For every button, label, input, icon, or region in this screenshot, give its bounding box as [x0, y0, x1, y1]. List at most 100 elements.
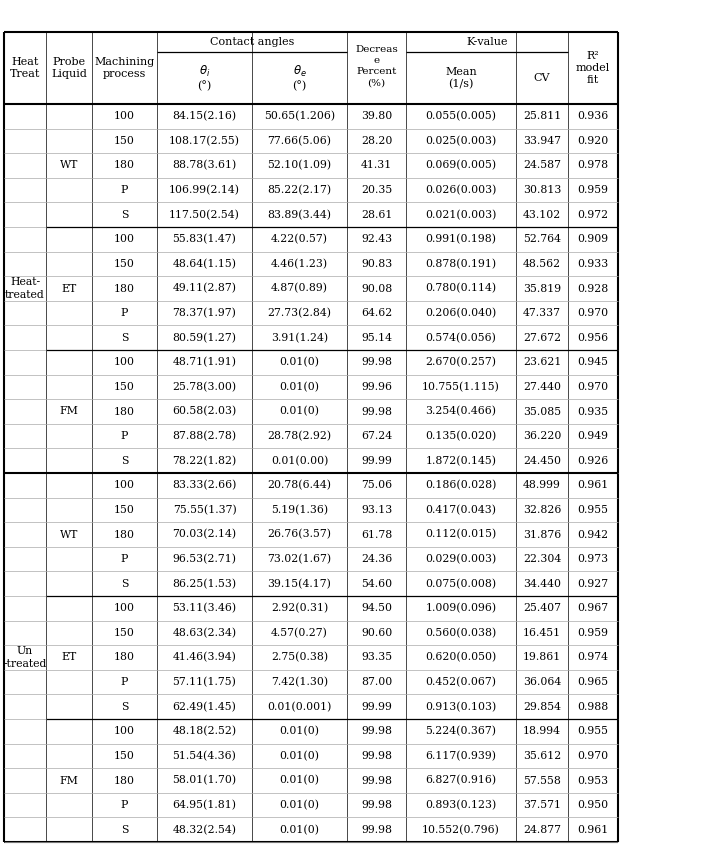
Text: 95.14: 95.14 — [361, 332, 392, 343]
Text: 34.440: 34.440 — [523, 579, 561, 589]
Text: 150: 150 — [114, 628, 135, 638]
Text: 35.819: 35.819 — [523, 284, 561, 293]
Text: 0.961: 0.961 — [577, 481, 608, 490]
Text: Heat-
treated: Heat- treated — [5, 277, 45, 300]
Text: P: P — [121, 431, 128, 441]
Text: S: S — [121, 210, 128, 220]
Text: 0.026(0.003): 0.026(0.003) — [426, 185, 497, 195]
Text: 100: 100 — [114, 603, 135, 613]
Text: 0.913(0.103): 0.913(0.103) — [426, 701, 497, 712]
Text: 100: 100 — [114, 234, 135, 245]
Text: 0.920: 0.920 — [577, 136, 608, 146]
Text: 0.970: 0.970 — [577, 382, 608, 392]
Text: 0.01(0): 0.01(0) — [279, 775, 320, 786]
Text: 25.78(3.00): 25.78(3.00) — [172, 382, 237, 392]
Text: 64.95(1.81): 64.95(1.81) — [173, 800, 236, 810]
Text: 0.988: 0.988 — [577, 702, 608, 711]
Text: 52.10(1.09): 52.10(1.09) — [267, 160, 332, 170]
Text: Mean
(1/s): Mean (1/s) — [445, 66, 477, 89]
Text: 0.942: 0.942 — [577, 529, 608, 539]
Text: 2.670(0.257): 2.670(0.257) — [426, 357, 497, 367]
Text: 99.98: 99.98 — [361, 825, 392, 835]
Text: 0.01(0): 0.01(0) — [279, 825, 320, 835]
Text: 83.89(3.44): 83.89(3.44) — [268, 210, 331, 220]
Text: 24.450: 24.450 — [523, 456, 561, 466]
Text: $\theta_e$: $\theta_e$ — [292, 63, 307, 78]
Text: 180: 180 — [114, 653, 135, 663]
Text: (°): (°) — [197, 81, 212, 91]
Text: FM: FM — [60, 775, 78, 786]
Text: 0.955: 0.955 — [577, 505, 608, 515]
Text: 48.999: 48.999 — [523, 481, 561, 490]
Text: 0.01(0): 0.01(0) — [279, 726, 320, 736]
Text: 100: 100 — [114, 481, 135, 490]
Text: 0.936: 0.936 — [577, 112, 608, 121]
Text: 1.872(0.145): 1.872(0.145) — [426, 456, 497, 466]
Text: 0.959: 0.959 — [577, 185, 608, 195]
Text: 150: 150 — [114, 505, 135, 515]
Text: 7.42(1.30): 7.42(1.30) — [271, 677, 328, 688]
Text: CV: CV — [534, 73, 550, 83]
Text: 0.029(0.003): 0.029(0.003) — [426, 554, 497, 564]
Text: 0.928: 0.928 — [577, 284, 608, 293]
Text: 4.57(0.27): 4.57(0.27) — [271, 628, 328, 638]
Text: Probe
Liquid: Probe Liquid — [51, 57, 87, 79]
Text: 30.813: 30.813 — [523, 185, 561, 195]
Text: 0.417(0.043): 0.417(0.043) — [426, 504, 497, 515]
Text: 4.46(1.23): 4.46(1.23) — [271, 259, 328, 269]
Text: Un
-treated: Un -treated — [4, 647, 47, 669]
Text: 60.58(2.03): 60.58(2.03) — [172, 406, 237, 417]
Text: 26.76(3.57): 26.76(3.57) — [268, 529, 331, 539]
Text: (°): (°) — [292, 81, 307, 91]
Text: S: S — [121, 825, 128, 835]
Text: 0.970: 0.970 — [577, 308, 608, 318]
Text: 88.78(3.61): 88.78(3.61) — [172, 160, 237, 170]
Text: 0.069(0.005): 0.069(0.005) — [426, 160, 497, 170]
Text: 99.98: 99.98 — [361, 800, 392, 810]
Text: 27.672: 27.672 — [523, 332, 561, 343]
Text: 28.61: 28.61 — [361, 210, 392, 220]
Text: 28.78(2.92): 28.78(2.92) — [267, 431, 332, 441]
Text: 0.025(0.003): 0.025(0.003) — [426, 135, 497, 146]
Text: WT: WT — [60, 529, 78, 539]
Text: 27.73(2.84): 27.73(2.84) — [268, 308, 331, 319]
Text: 10.552(0.796): 10.552(0.796) — [422, 825, 500, 835]
Text: 0.135(0.020): 0.135(0.020) — [426, 431, 497, 441]
Text: 23.621: 23.621 — [523, 357, 561, 367]
Text: 55.83(1.47): 55.83(1.47) — [173, 234, 236, 245]
Text: 0.955: 0.955 — [577, 726, 608, 736]
Text: 0.075(0.008): 0.075(0.008) — [426, 579, 497, 589]
Text: 31.876: 31.876 — [523, 529, 561, 539]
Text: 0.991(0.198): 0.991(0.198) — [426, 234, 497, 245]
Text: Machining
process: Machining process — [94, 57, 155, 79]
Text: 106.99(2.14): 106.99(2.14) — [169, 185, 240, 195]
Text: 5.224(0.367): 5.224(0.367) — [426, 726, 497, 736]
Text: 2.75(0.38): 2.75(0.38) — [271, 653, 328, 663]
Text: 20.35: 20.35 — [361, 185, 392, 195]
Text: 0.01(0): 0.01(0) — [279, 406, 320, 417]
Text: 3.91(1.24): 3.91(1.24) — [271, 332, 328, 343]
Text: 84.15(2.16): 84.15(2.16) — [172, 111, 237, 122]
Text: P: P — [121, 308, 128, 318]
Text: 0.01(0): 0.01(0) — [279, 751, 320, 761]
Text: 16.451: 16.451 — [523, 628, 561, 638]
Text: 19.861: 19.861 — [523, 653, 561, 663]
Text: 0.186(0.028): 0.186(0.028) — [426, 481, 497, 491]
Text: 180: 180 — [114, 160, 135, 170]
Text: 22.304: 22.304 — [523, 554, 561, 564]
Text: 92.43: 92.43 — [361, 234, 392, 245]
Text: 5.19(1.36): 5.19(1.36) — [271, 504, 328, 515]
Text: 39.15(4.17): 39.15(4.17) — [268, 579, 331, 589]
Text: 86.25(1.53): 86.25(1.53) — [172, 579, 237, 589]
Text: 10.755(1.115): 10.755(1.115) — [422, 382, 500, 392]
Text: $\theta_i$: $\theta_i$ — [199, 63, 210, 78]
Text: 52.764: 52.764 — [523, 234, 561, 245]
Text: 180: 180 — [114, 775, 135, 786]
Text: 80.59(1.27): 80.59(1.27) — [173, 332, 236, 343]
Text: 180: 180 — [114, 406, 135, 417]
Text: 4.22(0.57): 4.22(0.57) — [271, 234, 328, 245]
Text: 0.112(0.015): 0.112(0.015) — [426, 529, 497, 539]
Text: 150: 150 — [114, 382, 135, 392]
Text: 29.854: 29.854 — [523, 702, 561, 711]
Text: P: P — [121, 185, 128, 195]
